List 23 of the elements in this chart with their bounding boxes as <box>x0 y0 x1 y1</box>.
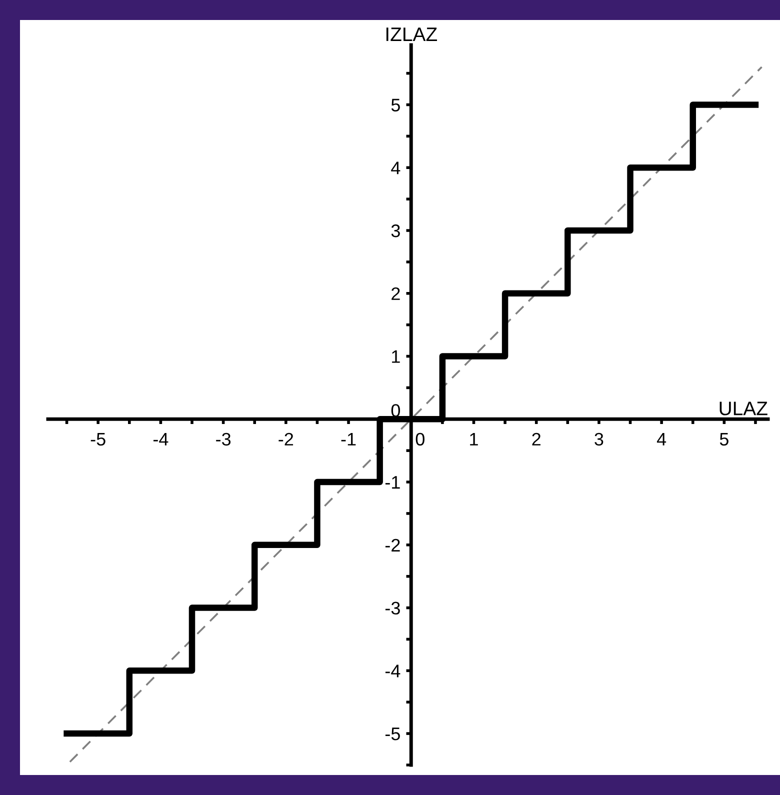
x-tick-label: 0 <box>416 432 424 446</box>
y-tick-label: -5 <box>385 728 400 740</box>
x-tick-label: 4 <box>656 433 666 446</box>
y-tick-label: 4 <box>391 162 400 174</box>
y-tick-label: -1 <box>385 476 400 489</box>
x-tick-label: -4 <box>153 433 168 446</box>
y-tick-label: 1 <box>392 350 400 363</box>
x-tick-label: -2 <box>278 432 294 446</box>
x-tick-label: 2 <box>532 432 540 446</box>
y-axis-title: IZLAZ <box>386 28 437 41</box>
y-tick-label: -2 <box>385 538 400 552</box>
x-tick-label: 3 <box>594 432 604 446</box>
x-tick-label: 5 <box>720 433 728 446</box>
x-tick-label: -5 <box>90 433 106 446</box>
y-tick-label: -4 <box>385 664 400 678</box>
x-tick-label: -1 <box>341 433 356 446</box>
x-tick-label: -3 <box>216 432 231 446</box>
y-tick-label: -3 <box>385 602 400 615</box>
y-tick-label: 5 <box>391 98 400 112</box>
x-tick-label: 1 <box>470 433 478 446</box>
x-axis-title: ULAZ <box>720 402 768 416</box>
y-tick-label: 3 <box>391 224 400 238</box>
y-tick-label: 2 <box>392 287 400 300</box>
